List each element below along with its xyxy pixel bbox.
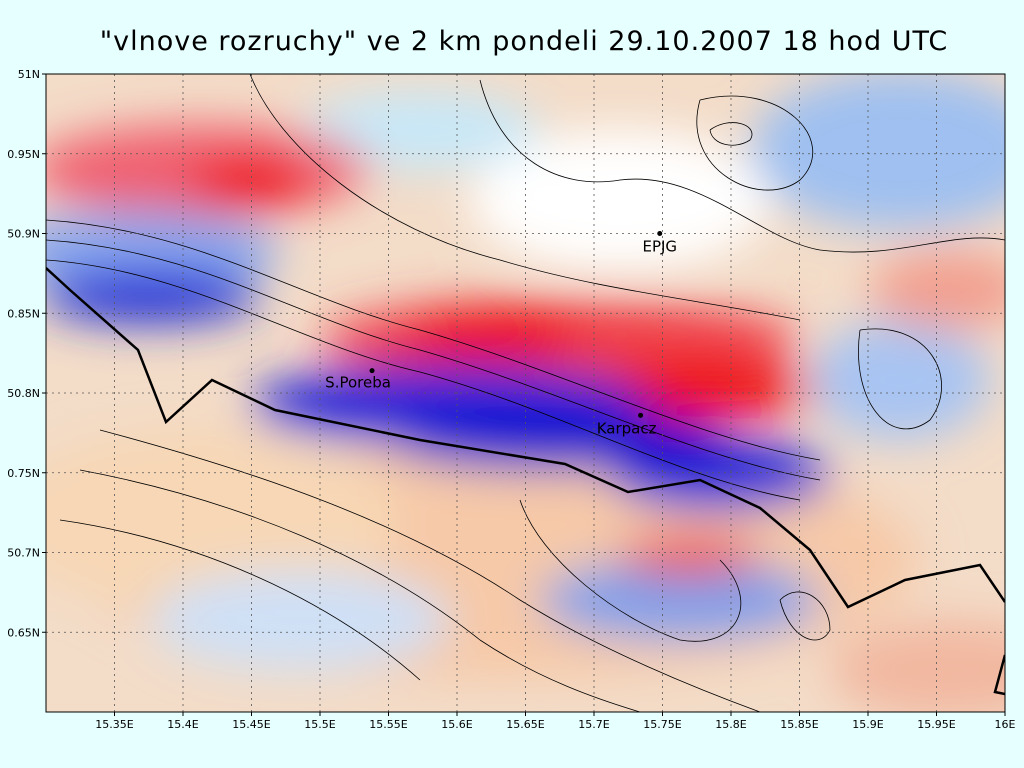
- contours: [46, 74, 1005, 712]
- place-label: Karpacz: [597, 419, 657, 437]
- lon-tick-label: 15.95E: [917, 718, 955, 731]
- lon-tick-label: 15.5E: [304, 718, 335, 731]
- lat-tick-label: 0.65N: [7, 626, 40, 639]
- border-line: [46, 267, 1005, 609]
- lon-tick-label: 16E: [995, 718, 1016, 731]
- place-marker: [638, 412, 644, 418]
- lat-tick-label: 0.85N: [7, 307, 40, 320]
- field: [46, 74, 1005, 712]
- lon-tick-label: 15.35E: [95, 718, 133, 731]
- place-marker: [369, 368, 375, 374]
- lon-tick-label: 15.9E: [852, 718, 883, 731]
- place-label: EPJG: [642, 238, 677, 256]
- border-line: [993, 654, 1005, 696]
- lon-tick-label: 15.8E: [715, 718, 746, 731]
- lat-tick-label: 50.7N: [7, 547, 40, 560]
- lat-tick-label: 50.9N: [7, 228, 40, 241]
- lat-tick-label: 50.8N: [7, 387, 40, 400]
- lat-tick-label: 0.95N: [7, 148, 40, 161]
- lon-tick-label: 15.4E: [167, 718, 198, 731]
- lon-tick-label: 15.55E: [369, 718, 407, 731]
- lon-tick-label: 15.7E: [578, 718, 609, 731]
- place-marker: [657, 231, 663, 236]
- lon-tick-label: 15.65E: [506, 718, 544, 731]
- lon-tick-label: 15.45E: [232, 718, 270, 731]
- grid: [46, 74, 1005, 712]
- lat-tick-label: 0.75N: [7, 467, 40, 480]
- lon-tick-label: 15.85E: [780, 718, 818, 731]
- lat-tick-label: 51N: [18, 68, 40, 81]
- map-title: "vlnove rozruchy" ve 2 km pondeli 29.10.…: [100, 26, 949, 57]
- lon-tick-label: 15.75E: [643, 718, 681, 731]
- place-label: S.Poreba: [325, 374, 391, 392]
- lon-tick-label: 15.6E: [441, 718, 472, 731]
